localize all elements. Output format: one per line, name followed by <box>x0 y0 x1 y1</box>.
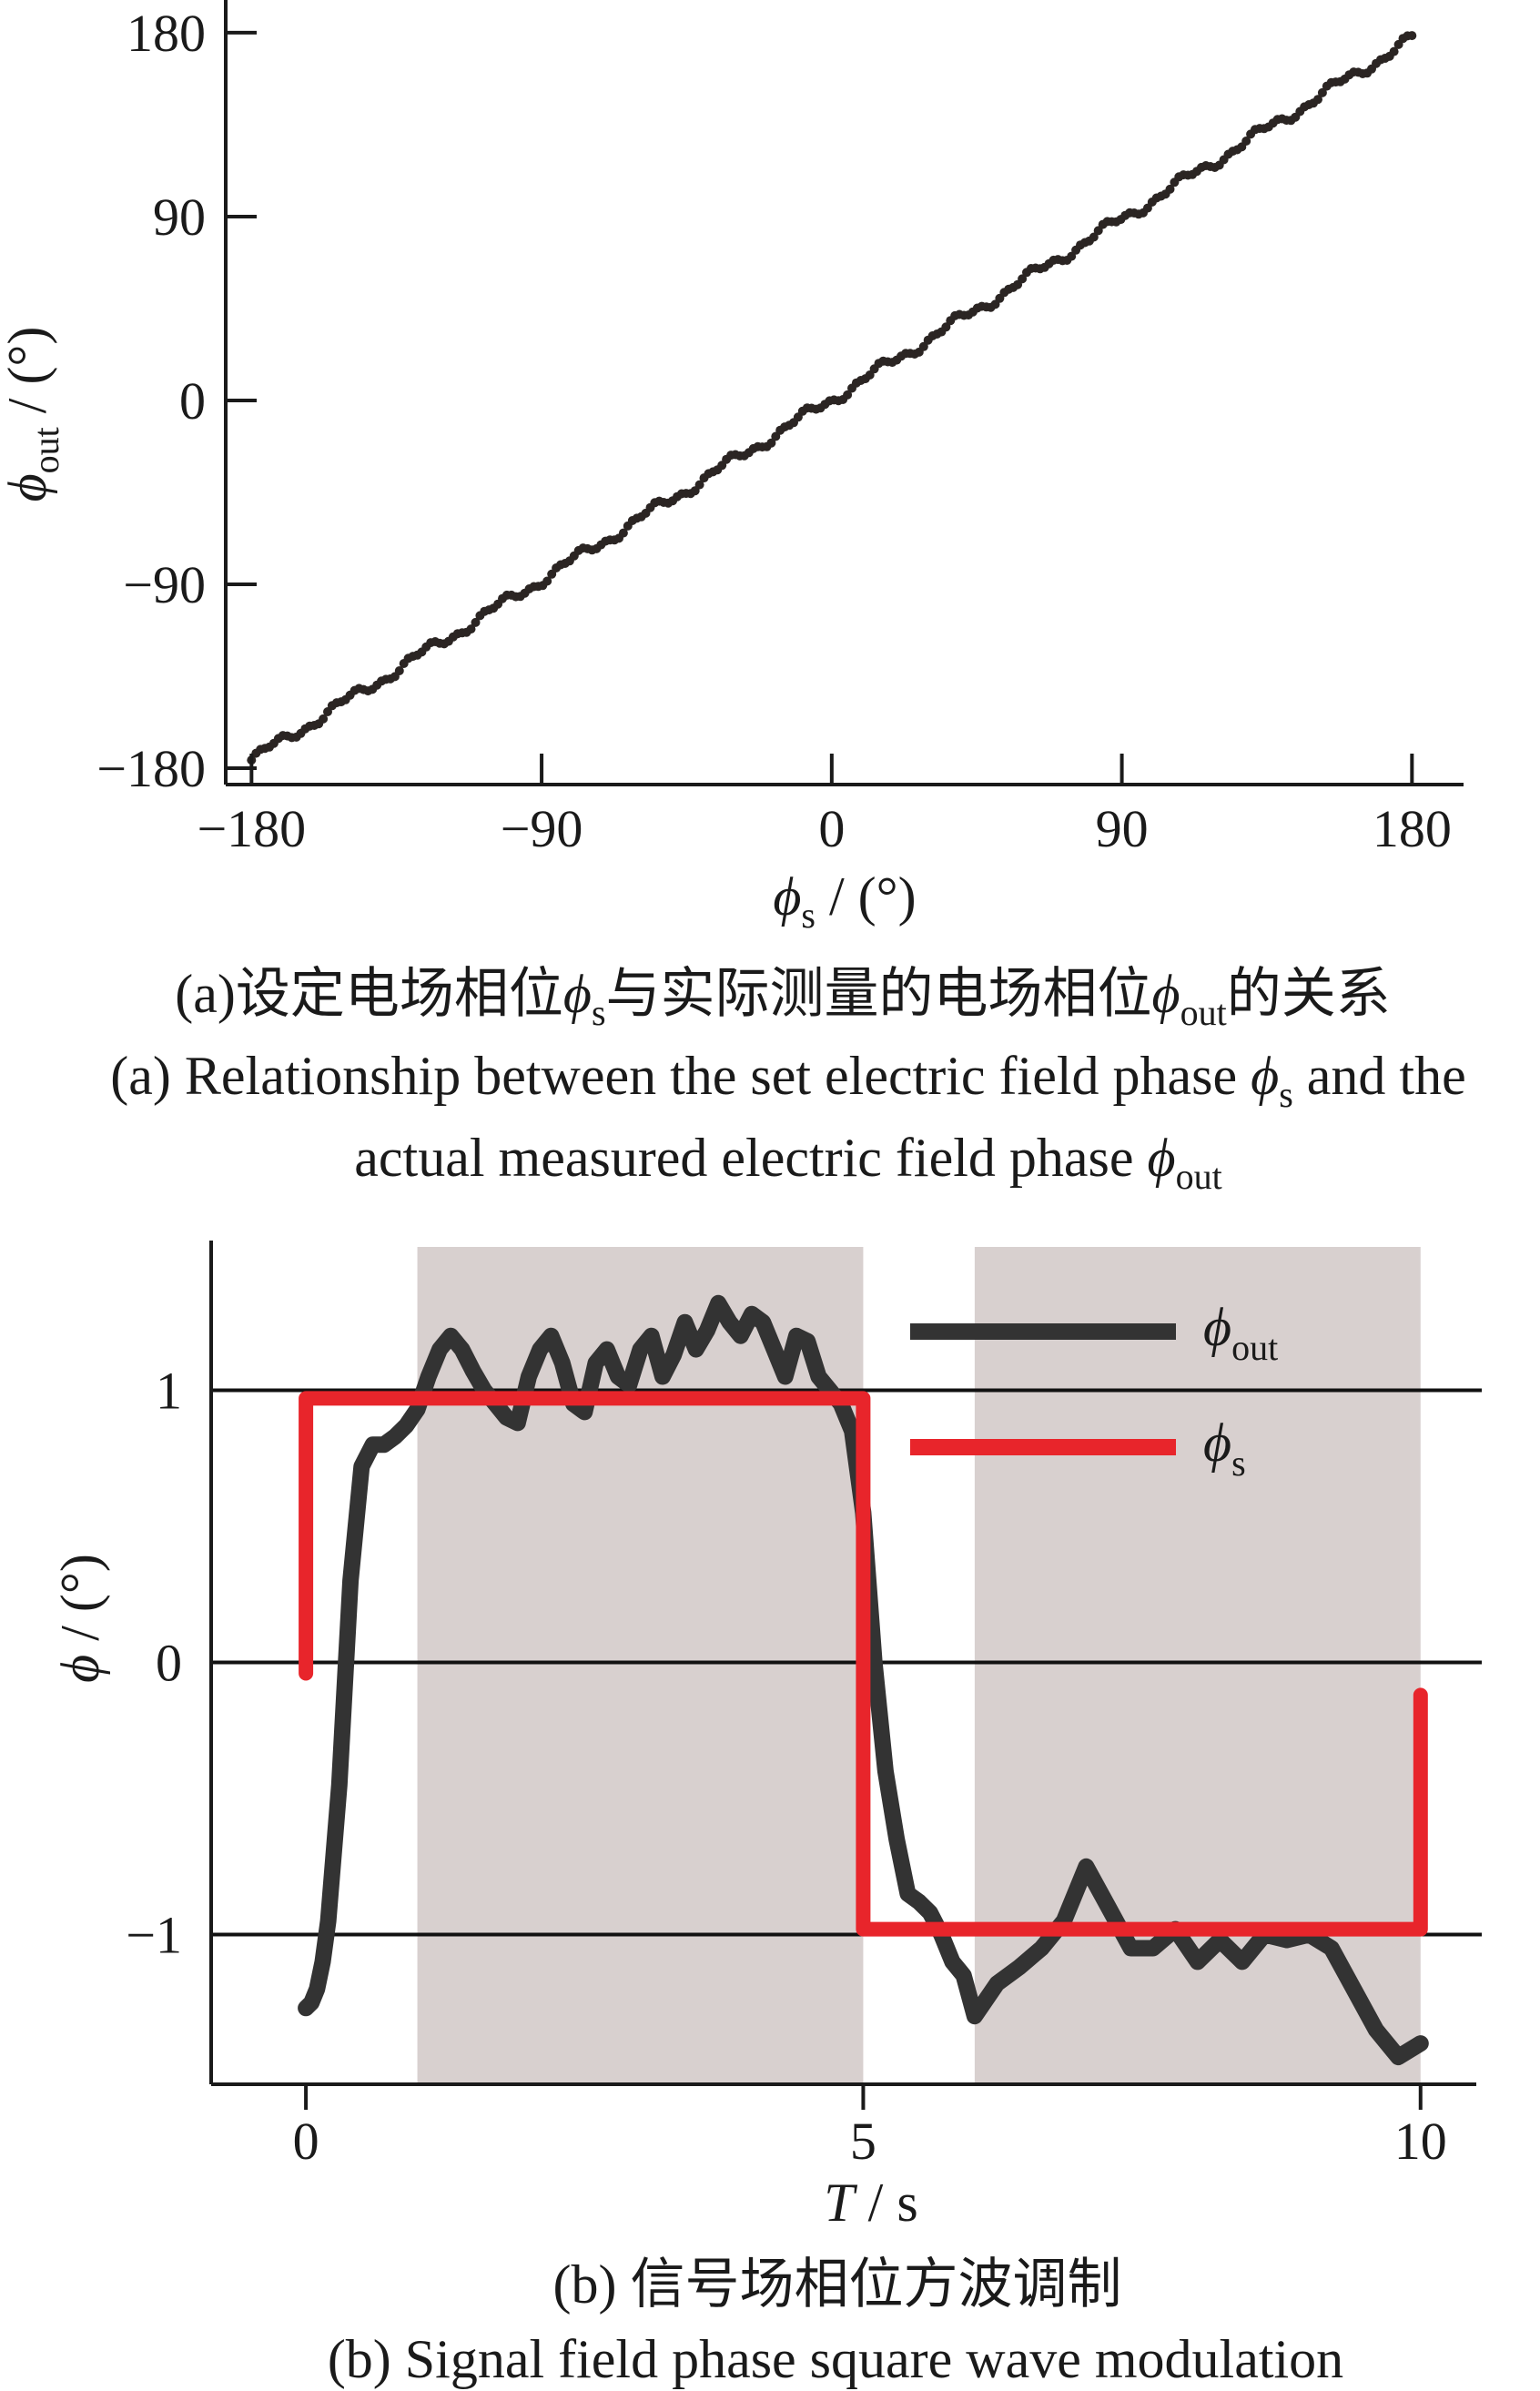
series-line <box>298 1294 1429 2066</box>
data-point <box>1018 274 1028 284</box>
y-tick-label: −90 <box>123 555 206 614</box>
data-point <box>1089 232 1099 242</box>
data-point <box>1407 31 1417 41</box>
panel-a-plot-area <box>247 31 1417 765</box>
x-tick-label: 90 <box>1096 799 1149 858</box>
data-point <box>394 666 404 675</box>
data-point <box>1389 46 1399 56</box>
panel-a-xlabel-unit: / (°) <box>816 866 917 927</box>
panel-a-x-axis-label: ϕs / (°) <box>773 866 916 936</box>
data-point <box>542 576 552 586</box>
x-tick-label: 0 <box>818 799 845 858</box>
y-tick-label: −1 <box>126 1906 182 1965</box>
x-tick-label: −180 <box>197 799 306 858</box>
panel-b-caption-cn: (b) 信号场相位方波调制 <box>553 2254 1122 2315</box>
y-tick-label: 0 <box>156 1634 182 1693</box>
panel-a-ylabel-unit: / (°) <box>0 327 57 428</box>
x-tick-label: −90 <box>501 799 583 858</box>
data-point <box>319 714 329 724</box>
data-point <box>766 438 776 448</box>
data-point <box>1317 87 1327 97</box>
data-point <box>1165 184 1175 194</box>
panel-a-caption-en-line1: (a) Relationship between the set electri… <box>110 1046 1465 1115</box>
data-point <box>843 390 853 400</box>
data-point <box>1241 137 1251 146</box>
panel-a-caption-cn: (a)设定电场相位ϕs与实际测量的电场相位ϕout的关系 <box>175 964 1390 1033</box>
panel-b-legend: ϕout ϕs <box>910 1297 1278 1484</box>
y-tick-label: 0 <box>179 371 206 431</box>
panel-b-y-axis-label: ϕ / (°) <box>50 1554 110 1683</box>
legend-label-phi-out: ϕout <box>1203 1297 1278 1368</box>
x-tick-label: 0 <box>293 2112 319 2171</box>
data-point <box>694 480 704 490</box>
y-tick-label: 90 <box>153 187 206 247</box>
series-line <box>299 1391 1428 1937</box>
legend-label-phi-s: ϕs <box>1203 1413 1246 1484</box>
y-tick-label: 1 <box>156 1361 182 1420</box>
panel-a-caption-en-line2: actual measured electric field phase ϕou… <box>354 1128 1221 1197</box>
panel-b-x-axis-label: T / s <box>824 2173 917 2233</box>
panel-a-xlabel-phi: ϕ <box>773 866 801 927</box>
panel-a-ylabel-sub: out <box>25 427 66 473</box>
y-tick-label: 180 <box>127 4 206 63</box>
panel-a-y-axis-label: ϕout / (°) <box>0 327 66 502</box>
data-point <box>471 617 481 627</box>
data-point <box>918 341 928 351</box>
x-tick-label: 10 <box>1394 2112 1447 2171</box>
data-point <box>941 322 951 332</box>
panel-a-xlabel-sub: s <box>801 895 816 936</box>
panel-a-ylabel-phi: ϕ <box>0 473 57 502</box>
data-point <box>466 624 476 634</box>
x-tick-label: 180 <box>1373 799 1452 858</box>
panel-b-caption-en: (b) Signal field phase square wave modul… <box>328 2329 1343 2389</box>
data-point <box>1313 95 1322 105</box>
panel-b-series <box>298 1294 1429 2066</box>
data-point <box>618 528 628 538</box>
panel-a-ticks: −180 −90 0 90 180 180 90 0 −90 −180 <box>96 4 1452 858</box>
x-tick-label: 5 <box>850 2112 876 2171</box>
y-tick-label: −180 <box>96 739 206 798</box>
